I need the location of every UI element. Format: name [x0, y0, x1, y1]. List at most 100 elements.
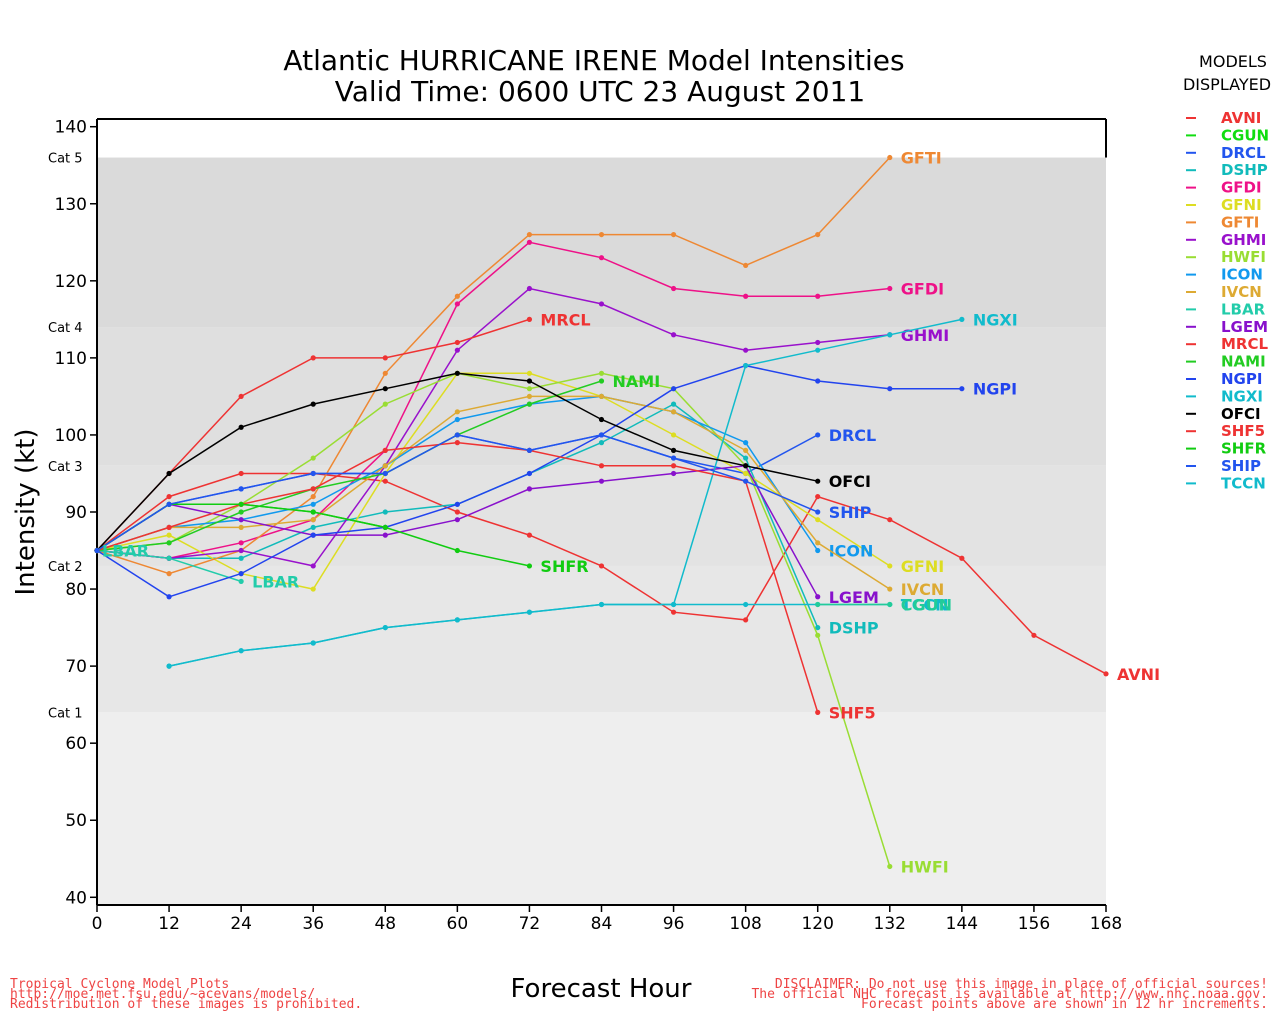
data-point	[382, 509, 388, 515]
data-point	[887, 863, 893, 870]
data-point	[815, 517, 821, 523]
legend-item: IVCN	[1186, 283, 1262, 301]
data-point	[310, 493, 316, 500]
data-point	[166, 594, 172, 600]
x-tick-label: 84	[591, 914, 613, 934]
legend-label: SHFR	[1221, 440, 1267, 458]
data-point	[166, 501, 172, 507]
legend-item: NGPI	[1186, 370, 1262, 388]
series-line	[96, 372, 891, 867]
data-point	[382, 470, 388, 477]
series-start-label: LBAR	[102, 542, 149, 561]
legend-label: GFNI	[1221, 196, 1262, 214]
data-point	[238, 547, 244, 554]
footer-right-line: Forecast points above are shown in 12 hr…	[861, 997, 1268, 1012]
data-point	[598, 432, 605, 438]
x-tick-label: 132	[874, 914, 906, 934]
legend-item: LGEM	[1186, 318, 1268, 336]
data-point	[743, 463, 749, 469]
data-point	[238, 517, 244, 523]
x-tick-label: 96	[663, 914, 685, 934]
series-line	[96, 395, 891, 590]
legend-label: AVNI	[1221, 109, 1261, 127]
series-line	[96, 287, 890, 567]
data-point	[382, 478, 388, 484]
series-end-label: LGEM	[829, 588, 879, 607]
data-point	[526, 609, 533, 615]
data-point	[454, 347, 460, 353]
data-point	[815, 493, 821, 500]
series-end-label: TCCN	[901, 595, 949, 614]
data-point	[815, 293, 821, 299]
data-point	[743, 455, 749, 461]
data-point	[238, 524, 244, 531]
chart-subtitle: Valid Time: 0600 UTC 23 August 2011	[335, 75, 865, 108]
data-point	[815, 339, 821, 346]
series-end-label: ICON	[829, 542, 874, 561]
data-point	[238, 393, 244, 400]
data-point	[310, 501, 316, 507]
data-point	[743, 347, 749, 353]
category-band	[97, 157, 1106, 328]
data-point	[815, 509, 821, 515]
x-tick-label: 60	[447, 914, 469, 934]
legend-label: OFCI	[1221, 405, 1261, 423]
legend-item: SHIP	[1186, 457, 1261, 475]
series-end-label: AVNI	[1117, 665, 1160, 684]
legend-item: ICON	[1186, 266, 1263, 284]
data-point	[454, 301, 460, 307]
data-point	[310, 509, 316, 515]
legend-item: HWFI	[1186, 248, 1266, 266]
data-point	[670, 432, 677, 438]
series-avni: AVNI	[94, 470, 1160, 684]
data-point	[238, 648, 244, 654]
legend-label: GFDI	[1221, 179, 1262, 197]
y-tick-label: 90	[65, 503, 87, 523]
data-point	[166, 493, 172, 500]
category-label: Cat 2	[48, 560, 83, 575]
data-point	[598, 601, 605, 608]
series-cgun2: CGUN	[815, 595, 952, 614]
series-end-label: GFNI	[901, 557, 944, 576]
legend-label: DSHP	[1221, 161, 1268, 179]
data-point	[454, 617, 460, 623]
data-point	[454, 501, 460, 507]
data-point	[526, 563, 533, 569]
data-point	[238, 540, 244, 546]
legend-label: NAMI	[1221, 353, 1266, 371]
data-point	[454, 339, 460, 346]
y-tick-label: 120	[55, 272, 87, 292]
data-point	[959, 316, 965, 322]
data-point	[526, 386, 533, 392]
legend-item: GFDI	[1186, 179, 1262, 197]
legend-label: NGXI	[1221, 387, 1263, 405]
x-tick-label: 156	[1018, 914, 1050, 934]
legend: MODELSDISPLAYEDAVNICGUNDRCLDSHPGFDIGFNIG…	[1183, 52, 1271, 492]
series-end-label: HWFI	[901, 857, 949, 876]
data-point	[166, 532, 172, 538]
category-label: Cat 5	[48, 152, 83, 167]
series-end-label: GFDI	[901, 280, 944, 299]
data-point	[382, 624, 388, 631]
series-end-label: NAMI	[613, 372, 661, 391]
series-line	[96, 380, 602, 552]
x-tick-label: 144	[946, 914, 978, 934]
data-point	[526, 231, 533, 238]
data-point	[526, 470, 533, 477]
series-tccn: TCCN	[166, 595, 949, 669]
footer-right-line: DISCLAIMER: Do not use this image in pla…	[775, 977, 1268, 992]
data-point	[598, 463, 605, 469]
series-end-label: CGUN	[901, 595, 952, 614]
data-point	[598, 416, 605, 423]
data-point	[382, 355, 388, 361]
legend-label: HWFI	[1221, 248, 1266, 266]
data-point	[887, 586, 893, 592]
data-point	[815, 709, 821, 715]
data-point	[526, 239, 533, 245]
data-point	[454, 416, 460, 423]
data-point	[526, 370, 533, 376]
data-point	[382, 401, 388, 407]
data-point	[526, 486, 533, 492]
data-point	[454, 547, 460, 554]
